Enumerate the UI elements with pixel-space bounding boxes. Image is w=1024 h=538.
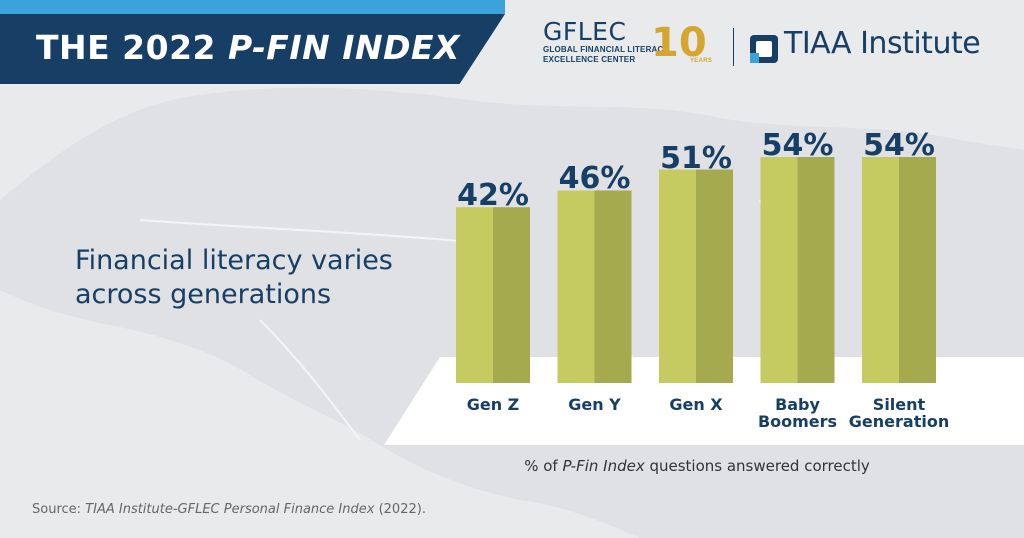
- category-label-line: Boomers: [757, 412, 838, 431]
- axis-caption: % of P-Fin Index questions answered corr…: [462, 457, 932, 475]
- value-label: 54%: [761, 128, 834, 163]
- bar-3-left: [760, 157, 798, 383]
- title-prefix: THE 2022: [36, 28, 228, 67]
- source-prefix: Source:: [32, 502, 86, 517]
- caption-emphasis: P-Fin Index: [562, 457, 645, 475]
- caption-prefix: % of: [524, 457, 563, 475]
- value-label: 42%: [457, 178, 529, 214]
- gflec-line1: GLOBAL FINANCIAL LITERACY: [543, 45, 670, 54]
- source-note: Source: TIAA Institute-GFLEC Personal Fi…: [32, 502, 426, 517]
- tiaa-name: TIAA Institute: [784, 26, 981, 61]
- logo-divider: [733, 28, 734, 66]
- category-label: Baby Boomers: [743, 396, 853, 430]
- category-label-line: Baby: [775, 395, 820, 414]
- anniversary-number: 10: [651, 20, 707, 66]
- value-label: 46%: [558, 161, 631, 197]
- category-label-line: Generation: [848, 412, 950, 431]
- category-label-line: Silent: [872, 395, 926, 414]
- category-label-line: Gen Y: [568, 395, 621, 414]
- category-label: Silent Generation: [844, 396, 954, 430]
- bar-1-right: [594, 190, 632, 383]
- bar-1-left: [557, 190, 595, 383]
- map-border: [259, 319, 361, 441]
- value-label: 54%: [863, 128, 935, 163]
- title-emphasis: P-FIN INDEX: [228, 28, 461, 67]
- gflec-logo: GFLEC GLOBAL FINANCIAL LITERACY EXCELLEN…: [543, 19, 669, 65]
- category-label-line: Gen X: [669, 395, 723, 414]
- chart-heading: Financial literacy varies across generat…: [75, 245, 393, 310]
- caption-suffix: questions answered correctly: [644, 457, 870, 475]
- page-title: THE 2022 P-FIN INDEX: [36, 28, 460, 67]
- bar-4-left: [862, 157, 899, 383]
- category-label: Gen Y: [540, 396, 650, 413]
- category-label: Gen X: [641, 396, 751, 413]
- bar-2-left: [659, 169, 696, 383]
- bar-2-right: [696, 169, 733, 383]
- source-emphasis: TIAA Institute-GFLEC Personal Finance In…: [85, 502, 375, 517]
- bar-4-right: [899, 157, 936, 383]
- gflec-name: GFLEC: [543, 17, 627, 46]
- header-accent-stripe: [0, 0, 505, 14]
- header-banner: [0, 14, 505, 84]
- bar-0-left: [456, 207, 493, 383]
- bars-group: [456, 157, 936, 383]
- bar-3-right: [797, 157, 835, 383]
- tiaa-logo-icon: [750, 35, 778, 63]
- anniversary-word: YEARS: [690, 58, 713, 64]
- bar-0-right: [493, 207, 530, 383]
- map-border: [139, 219, 471, 243]
- source-suffix: (2022).: [374, 502, 426, 517]
- category-label: Gen Z: [438, 396, 548, 413]
- category-label-line: Gen Z: [466, 395, 520, 414]
- value-label: 51%: [660, 140, 732, 176]
- gflec-line2: EXCELLENCE CENTER: [543, 55, 636, 64]
